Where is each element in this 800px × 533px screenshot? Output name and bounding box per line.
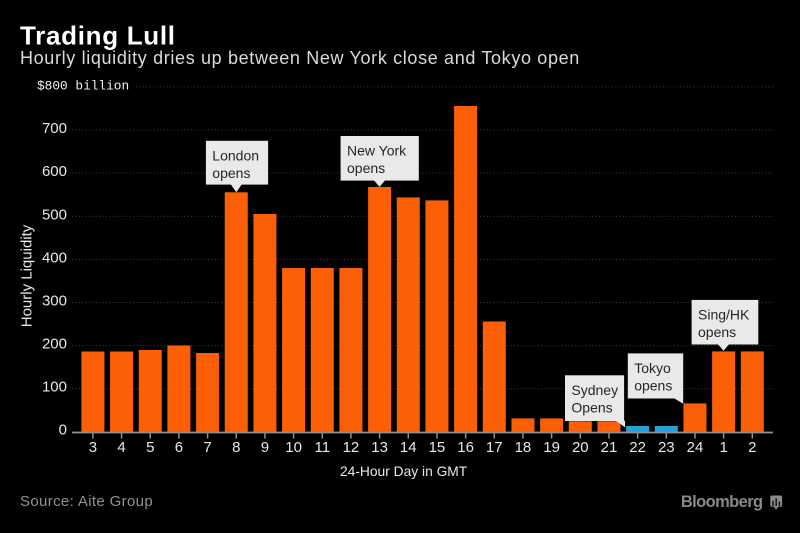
- svg-text:4: 4: [117, 439, 125, 456]
- svg-text:11: 11: [314, 439, 330, 456]
- svg-text:600: 600: [42, 163, 67, 180]
- svg-text:21: 21: [601, 439, 618, 456]
- svg-text:20: 20: [572, 439, 589, 456]
- svg-text:12: 12: [343, 439, 360, 456]
- svg-text:19: 19: [543, 439, 560, 456]
- svg-text:14: 14: [400, 439, 417, 456]
- svg-text:22: 22: [629, 439, 646, 456]
- svg-text:Opens: Opens: [571, 399, 612, 415]
- svg-text:2: 2: [748, 439, 756, 456]
- svg-text:500: 500: [42, 206, 67, 223]
- svg-text:6: 6: [175, 439, 183, 456]
- svg-text:13: 13: [371, 439, 388, 456]
- svg-text:opens: opens: [212, 165, 250, 181]
- svg-text:London: London: [212, 147, 259, 163]
- svg-text:17: 17: [486, 439, 503, 456]
- svg-text:Bloomberg: Bloomberg: [681, 493, 763, 511]
- svg-text:16: 16: [457, 439, 474, 456]
- svg-text:7: 7: [203, 439, 211, 456]
- svg-text:10: 10: [285, 439, 302, 456]
- svg-text:$800 billion: $800 billion: [37, 79, 129, 94]
- svg-text:5: 5: [146, 439, 154, 456]
- svg-text:300: 300: [42, 292, 67, 309]
- svg-text:15: 15: [429, 439, 446, 456]
- svg-text:700: 700: [42, 120, 67, 137]
- svg-text:400: 400: [42, 249, 67, 266]
- svg-text:8: 8: [232, 439, 240, 456]
- svg-text:Source: Aite Group: Source: Aite Group: [20, 493, 153, 510]
- svg-text:24: 24: [687, 439, 704, 456]
- svg-text:opens: opens: [634, 377, 672, 393]
- svg-text:200: 200: [42, 335, 67, 352]
- svg-text:opens: opens: [698, 324, 736, 340]
- svg-text:1: 1: [719, 439, 727, 456]
- svg-text:Trading Lull: Trading Lull: [20, 21, 176, 51]
- svg-text:3: 3: [89, 439, 97, 456]
- svg-text:Hourly Liquidity: Hourly Liquidity: [19, 224, 36, 327]
- svg-text:24-Hour Day in GMT: 24-Hour Day in GMT: [340, 464, 468, 479]
- svg-text:Tokyo: Tokyo: [634, 360, 671, 376]
- svg-text:23: 23: [658, 439, 675, 456]
- svg-text:100: 100: [42, 379, 67, 396]
- svg-text:Hourly liquidity dries up betw: Hourly liquidity dries up between New Yo…: [20, 48, 580, 68]
- svg-text:Sydney: Sydney: [571, 382, 618, 398]
- svg-text:18: 18: [515, 439, 532, 456]
- svg-text:opens: opens: [347, 160, 385, 176]
- svg-text:9: 9: [261, 439, 269, 456]
- svg-text:New York: New York: [347, 143, 407, 159]
- svg-text:Sing/HK: Sing/HK: [698, 306, 750, 322]
- svg-text:0: 0: [59, 422, 67, 439]
